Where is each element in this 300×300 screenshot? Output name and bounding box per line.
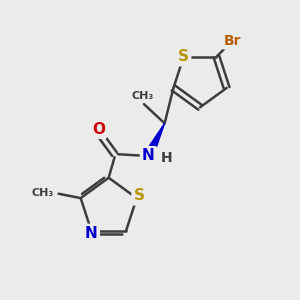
- Text: N: N: [85, 226, 98, 241]
- Text: S: S: [178, 49, 189, 64]
- Text: CH₃: CH₃: [131, 91, 154, 100]
- Text: Br: Br: [224, 34, 242, 47]
- Text: CH₃: CH₃: [31, 188, 53, 198]
- Text: S: S: [134, 188, 145, 203]
- Text: N: N: [142, 148, 155, 163]
- Text: H: H: [161, 151, 172, 165]
- Polygon shape: [144, 123, 165, 158]
- Text: O: O: [92, 122, 105, 137]
